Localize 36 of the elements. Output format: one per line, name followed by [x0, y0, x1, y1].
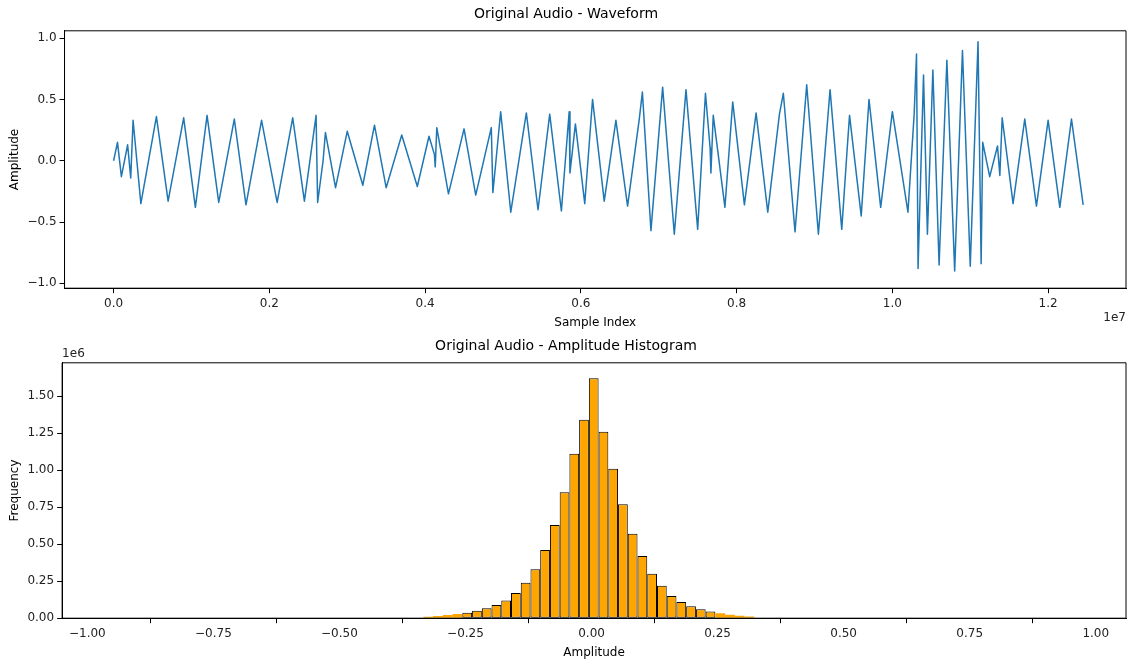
y-tick-label: 0.75: [27, 499, 55, 514]
y-tick-label: 0.25: [27, 573, 55, 588]
x-tick-label: −1.00: [68, 625, 106, 640]
x-tick-label: 0.25: [704, 625, 731, 640]
x-tick-label: 0.2: [259, 295, 279, 310]
text: 1e7: [1103, 310, 1126, 325]
y-tick-label: 1.25: [27, 425, 55, 440]
x-tick-label: −0.25: [447, 625, 484, 640]
y-tick-label: 0.0: [37, 152, 57, 167]
y-axis-title: Amplitude: [7, 128, 22, 191]
x-axis-title: Amplitude: [563, 644, 625, 659]
x-tick-label: −0.50: [321, 625, 358, 640]
x-tick-label: 0.75: [956, 625, 984, 640]
x-tick-label: 0.0: [104, 295, 124, 310]
chart-title: Original Audio - Amplitude Histogram: [435, 337, 697, 354]
y-tick-label: 1.00: [27, 462, 55, 477]
y-tick-label: 1.0: [37, 30, 57, 45]
y-tick-label: −1.0: [27, 275, 57, 290]
x-tick-label: 1.0: [882, 295, 902, 310]
x-tick-label: 0.4: [415, 295, 435, 310]
x-tick-label: 0.8: [727, 295, 747, 310]
x-tick-label: 1.2: [1038, 295, 1058, 310]
y-tick-label: 0.5: [37, 91, 57, 106]
y-tick-label: 1.50: [27, 388, 55, 403]
y-tick-label: 0.00: [27, 610, 55, 625]
y-axis-title: Frequency: [7, 459, 22, 522]
x-tick-label: 1.00: [1082, 625, 1110, 640]
text: 1e6: [62, 345, 85, 360]
y-tick-label: 0.50: [27, 536, 55, 551]
y-tick-label: −0.5: [27, 214, 57, 229]
x-tick-label: 0.6: [571, 295, 591, 310]
x-axis-title: Sample Index: [554, 314, 637, 329]
x-tick-label: 0.50: [830, 625, 857, 640]
x-tick-label: −0.75: [194, 625, 232, 640]
chart-title: Original Audio - Waveform: [473, 5, 659, 22]
x-tick-label: 0.00: [578, 625, 605, 640]
